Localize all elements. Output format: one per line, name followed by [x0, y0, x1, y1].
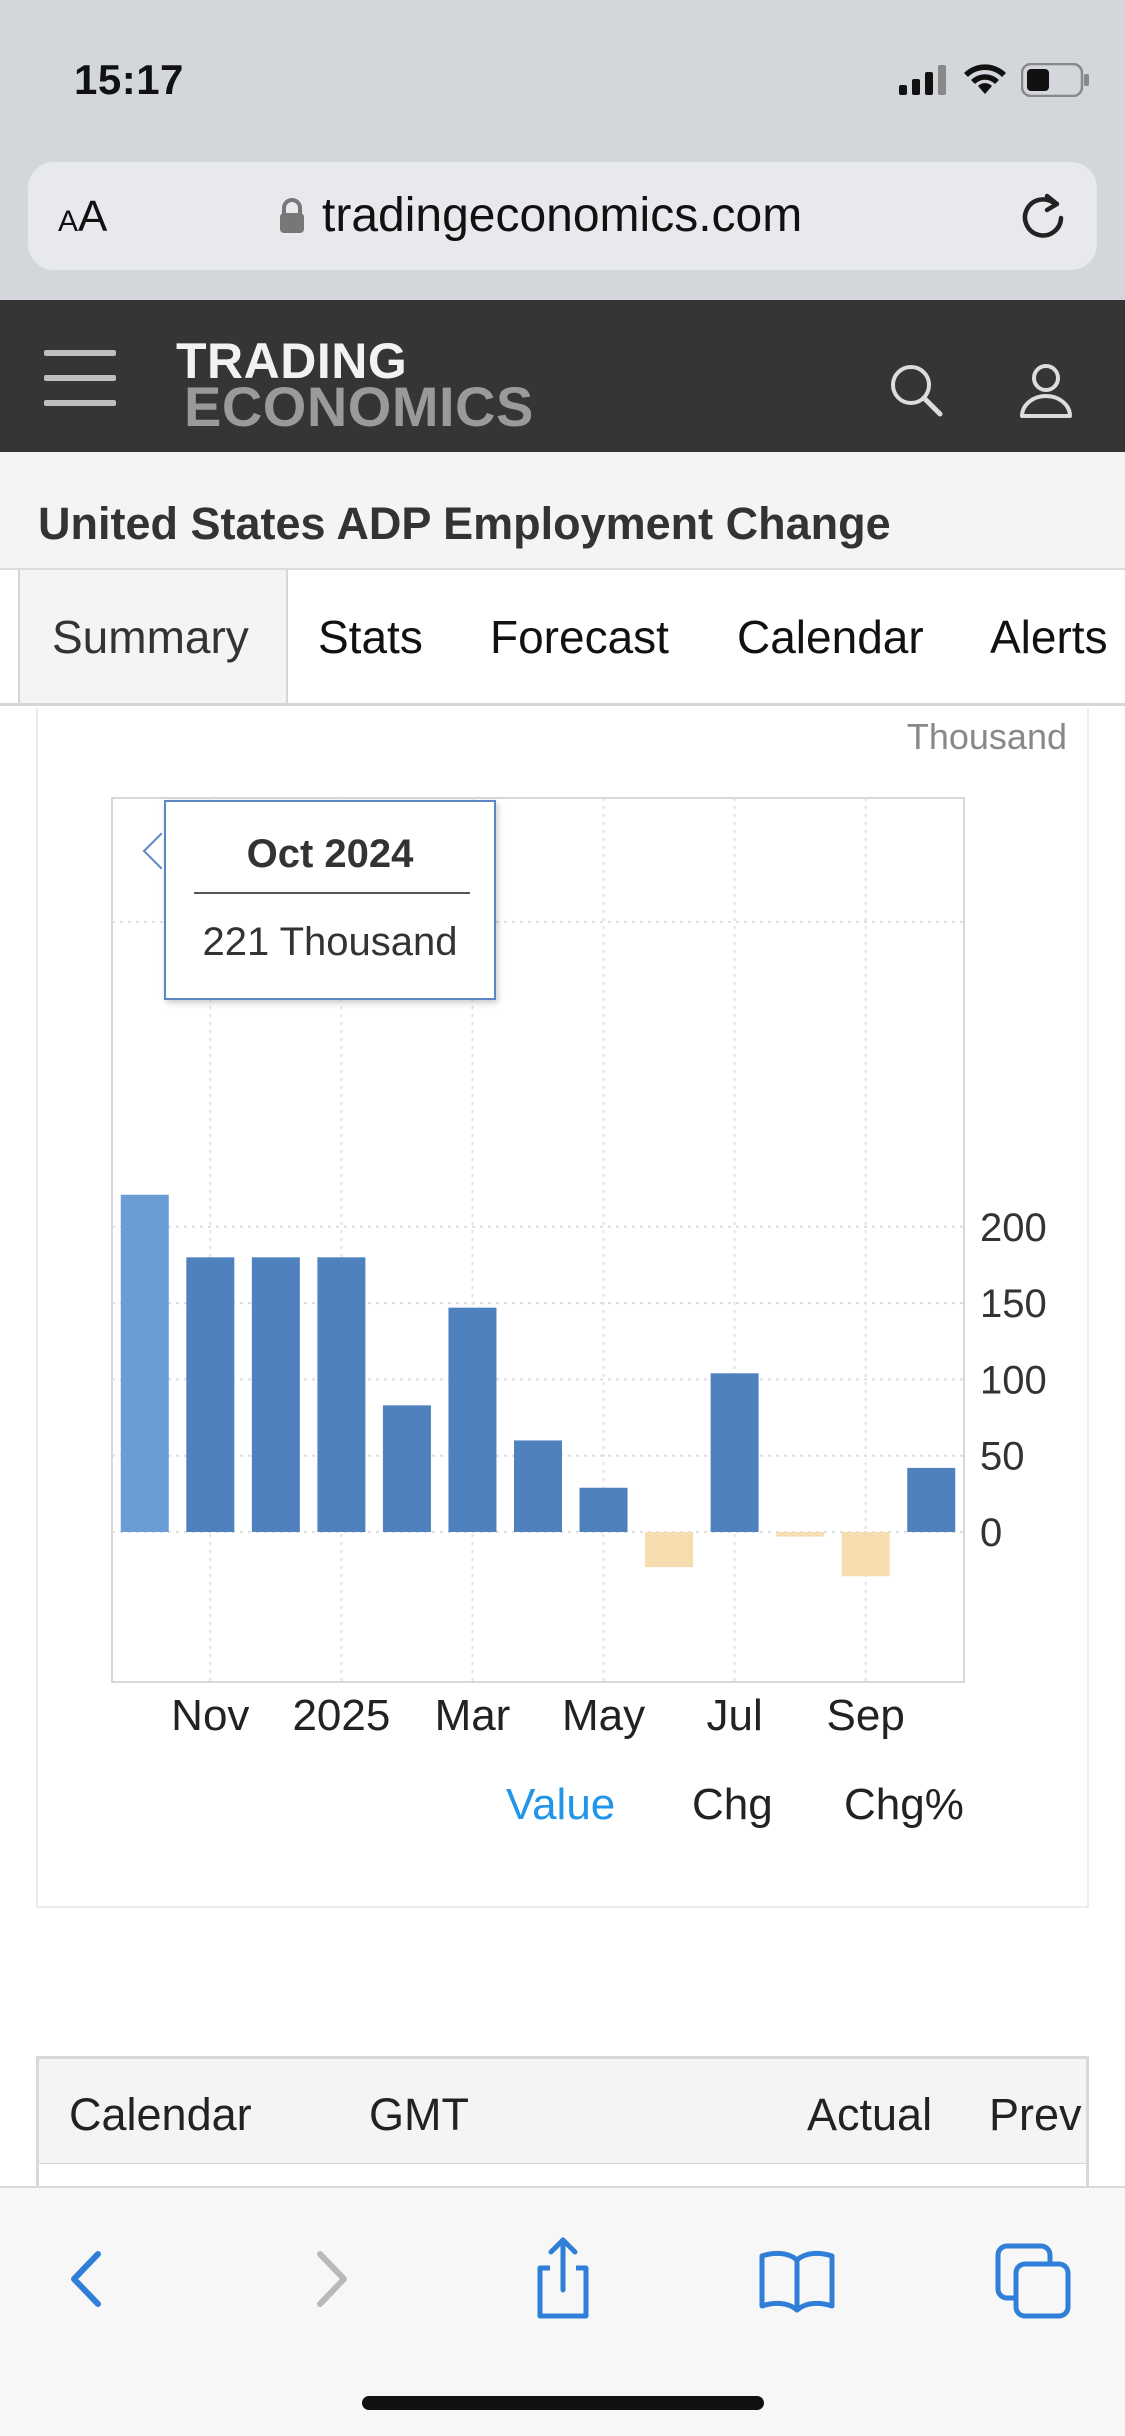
chart-bar — [382, 1405, 431, 1532]
home-indicator — [362, 2396, 764, 2410]
share-icon[interactable] — [518, 2234, 608, 2324]
status-time: 15:17 — [74, 56, 184, 103]
chart-bar — [120, 1194, 169, 1532]
y-tick-label: 50 — [980, 1435, 1025, 1479]
chart-bar — [841, 1532, 890, 1577]
url-text: tradingeconomics.com — [322, 189, 803, 242]
x-tick-label: Nov — [171, 1691, 249, 1740]
col-calendar[interactable]: Calendar — [69, 2089, 252, 2140]
browser-chrome: 15:17 AA tradingeconomics.com — [0, 0, 1125, 300]
chart-unit-label: Thousand — [906, 716, 1067, 757]
chart-bar — [907, 1467, 956, 1532]
chart-bar — [317, 1257, 366, 1532]
bookmarks-icon[interactable] — [752, 2234, 842, 2324]
tabs-icon[interactable] — [988, 2234, 1078, 2324]
search-icon[interactable] — [886, 360, 946, 420]
tab-alerts[interactable]: Alerts — [990, 611, 1108, 663]
y-tick-label: 200 — [980, 1206, 1047, 1250]
user-icon[interactable] — [1016, 360, 1076, 420]
x-tick-label: 2025 — [292, 1691, 390, 1740]
url-bar[interactable]: AA tradingeconomics.com — [28, 162, 1097, 270]
reload-icon[interactable] — [1017, 190, 1069, 242]
plot-border — [111, 797, 965, 1683]
wifi-icon — [964, 64, 1006, 94]
tooltip-title: Oct 2024 — [246, 832, 414, 876]
chart-bar — [579, 1487, 628, 1532]
calendar-table-header: Calendar GMT Actual Prev — [36, 2056, 1089, 2166]
tooltip-value: 221 Thousand — [202, 920, 458, 964]
chart-bar — [448, 1307, 497, 1532]
chart-bar — [710, 1373, 759, 1532]
tab-stats[interactable]: Stats — [318, 611, 423, 663]
chart-bar — [514, 1440, 562, 1532]
col-actual[interactable]: Actual — [807, 2089, 933, 2140]
x-tick-label: Jul — [706, 1691, 762, 1740]
y-tick-label: 100 — [980, 1358, 1047, 1402]
x-tick-label: Mar — [435, 1691, 511, 1740]
tab-summary[interactable]: Summary — [18, 570, 288, 703]
col-prev[interactable]: Prev — [989, 2089, 1082, 2140]
tab-calendar[interactable]: Calendar — [737, 611, 924, 663]
x-tick-label: Sep — [827, 1691, 905, 1740]
text-size-button[interactable]: AA — [58, 192, 108, 241]
chart-bar — [776, 1532, 825, 1537]
legend-chg[interactable]: Chg — [692, 1780, 773, 1829]
y-tick-label: 0 — [980, 1511, 1002, 1555]
chart-bar — [186, 1257, 235, 1532]
page-title: United States ADP Employment Change — [38, 498, 891, 549]
legend-chg-percent[interactable]: Chg% — [844, 1780, 964, 1829]
title-bar: United States ADP Employment Change — [0, 452, 1125, 570]
y-tick-label: 150 — [980, 1282, 1047, 1326]
chart-tooltip: Oct 2024 221 Thousand — [164, 800, 496, 1000]
col-gmt[interactable]: GMT — [369, 2089, 469, 2140]
legend-value[interactable]: Value — [506, 1780, 616, 1829]
url-display[interactable]: tradingeconomics.com — [278, 188, 802, 243]
tab-bar: Summary Stats Forecast Calendar Alerts — [0, 570, 1125, 706]
cellular-signal-icon — [899, 65, 946, 95]
status-icons — [899, 60, 1091, 100]
tab-forecast[interactable]: Forecast — [490, 611, 669, 663]
lock-icon — [280, 197, 304, 233]
tooltip-divider — [194, 892, 470, 894]
x-tick-label: May — [562, 1691, 645, 1740]
site-header: TRADING ECONOMICS — [0, 300, 1125, 452]
chart-bar — [251, 1257, 300, 1532]
back-icon[interactable] — [44, 2234, 134, 2324]
menu-icon[interactable] — [44, 350, 116, 406]
forward-icon[interactable] — [284, 2234, 374, 2324]
site-logo[interactable]: TRADING ECONOMICS — [176, 333, 534, 438]
battery-icon — [1021, 63, 1089, 97]
browser-toolbar — [0, 2186, 1125, 2436]
chart-bar — [645, 1532, 694, 1568]
